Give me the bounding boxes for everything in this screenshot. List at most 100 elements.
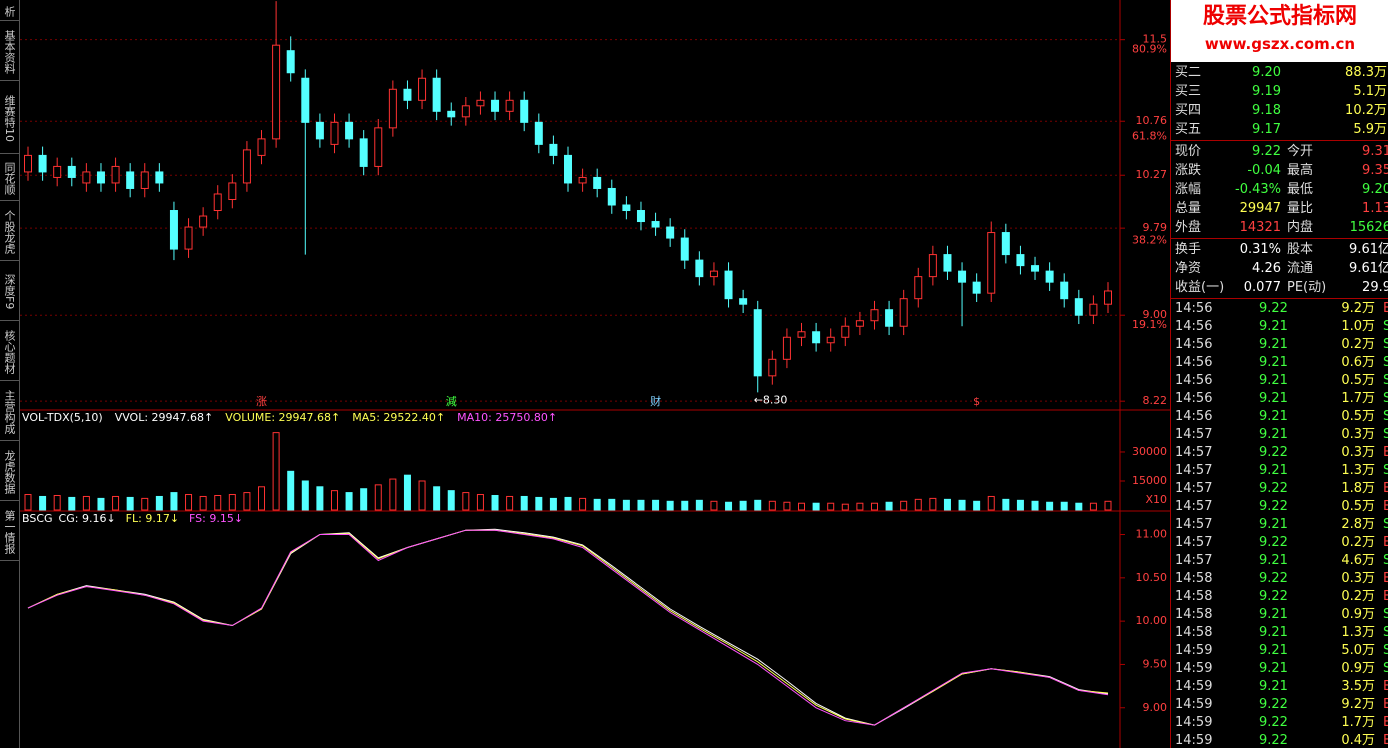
trade-row: 14:58 9.22 0.2万 B [1171, 588, 1388, 606]
sidebar-tab[interactable]: 个股龙虎 [0, 201, 19, 261]
trade-row: 14:57 9.22 0.2万 B [1171, 534, 1388, 552]
trade-volume: 0.5万 [1341, 373, 1375, 388]
volume-bar [185, 494, 193, 511]
stat-value: -0.04 [1247, 163, 1281, 178]
candle-body [636, 210, 645, 223]
candle-body [534, 121, 543, 145]
trade-time: 14:57 [1175, 427, 1213, 442]
trade-side: B [1383, 732, 1388, 748]
y-tick-label: 15000 [1132, 474, 1167, 487]
bid-label: 买三 [1175, 84, 1202, 99]
candle-body [476, 99, 485, 107]
trade-side: S [1383, 462, 1388, 480]
volume-bar [1075, 502, 1083, 511]
sidebar-tab[interactable]: 维赛特10 [0, 81, 19, 154]
candle-body [126, 171, 135, 189]
sidebar-tab[interactable]: 龙虎数据 [0, 441, 19, 501]
stat-value: 9.31 [1362, 144, 1388, 159]
trade-side: S [1383, 426, 1388, 444]
trade-price: 9.21 [1259, 463, 1288, 478]
candle-body [1074, 298, 1083, 316]
candle-body [564, 154, 572, 184]
trade-price: 9.22 [1259, 715, 1288, 730]
trade-volume: 0.5万 [1341, 409, 1375, 424]
y-tick-label: 10.00 [1136, 614, 1168, 627]
trade-side: B [1383, 696, 1388, 714]
trade-time: 14:56 [1175, 337, 1213, 352]
stat-value: 9.20 [1362, 182, 1388, 197]
candle-body [184, 226, 193, 250]
volume-bar [389, 478, 397, 511]
candle-body [812, 331, 821, 344]
trade-row: 14:57 9.22 1.8万 B [1171, 480, 1388, 498]
trade-price: 9.21 [1259, 553, 1288, 568]
sidebar-tab[interactable]: 同花顺 [0, 154, 19, 201]
sidebar-tab[interactable]: 主营构成 [0, 381, 19, 441]
y-tick-label: 8.22 [1143, 394, 1168, 407]
trade-row: 14:59 9.22 0.4万 B [1171, 732, 1388, 748]
candle-body [242, 149, 251, 184]
candle-body [593, 176, 602, 189]
candle-body [549, 143, 558, 156]
trade-side: S [1383, 552, 1388, 570]
trade-time: 14:57 [1175, 553, 1213, 568]
stat-value: 9.22 [1252, 144, 1281, 159]
volume-bar [710, 500, 718, 511]
trade-time: 14:56 [1175, 319, 1213, 334]
stat-label: PE(动) [1287, 280, 1327, 295]
scale-label: X10 [1145, 493, 1167, 506]
sidebar-tab[interactable]: 第一情报 [0, 501, 19, 561]
candle-body [1089, 303, 1098, 316]
trade-volume: 0.2万 [1341, 535, 1375, 550]
chart-area: 11.5 10.76 10.27 9.79 9.00 8.22 80.9% 61.8% 38.2… [20, 0, 1170, 748]
candle-body [782, 336, 791, 360]
trade-volume: 0.3万 [1341, 427, 1375, 442]
candle-body [82, 171, 91, 184]
sidebar-tab[interactable]: 核心题材 [0, 321, 19, 381]
sidebar-tab[interactable]: 析 [0, 0, 19, 21]
trade-volume: 1.8万 [1341, 481, 1375, 496]
trade-time: 14:59 [1175, 715, 1213, 730]
volume-bar [1104, 500, 1112, 511]
stat-label: 最高 [1287, 163, 1314, 178]
trade-row: 14:56 9.21 0.5万 S [1171, 408, 1388, 426]
candle-body [651, 221, 660, 228]
volume-bar [418, 480, 426, 511]
candle-body [374, 127, 383, 167]
stat-value: 9.61亿 [1349, 242, 1388, 257]
level-label: 19.1% [1132, 318, 1167, 331]
trade-time: 14:56 [1175, 373, 1213, 388]
trade-price: 9.22 [1259, 535, 1288, 550]
trade-volume: 1.0万 [1341, 319, 1375, 334]
stat-value: -0.43% [1235, 182, 1281, 197]
trade-time: 14:59 [1175, 643, 1213, 658]
trade-time: 14:57 [1175, 535, 1213, 550]
candle-body [418, 77, 427, 101]
volume-bar [39, 495, 47, 511]
trade-time: 14:56 [1175, 355, 1213, 370]
candle-body [841, 325, 850, 338]
trade-row: 14:56 9.22 9.2万 B [1171, 300, 1388, 318]
volume-bar [82, 495, 90, 511]
volume-bar [462, 492, 470, 511]
volume-bar [666, 500, 674, 511]
indicator-header: MA10: 25750.80↑ [457, 411, 557, 424]
trade-volume: 2.8万 [1341, 517, 1375, 532]
stat-value: 0.31% [1239, 242, 1281, 257]
volume-bar [987, 495, 995, 511]
sidebar-tab[interactable]: 基本资料 [0, 21, 19, 81]
candle-body [520, 99, 529, 123]
candle-body [432, 77, 441, 112]
trade-row: 14:57 9.21 0.3万 S [1171, 426, 1388, 444]
candle-body [169, 210, 178, 250]
trade-row: 14:56 9.21 0.2万 S [1171, 336, 1388, 354]
trade-side: B [1383, 678, 1388, 696]
sidebar-tab[interactable]: 深度F9 [0, 261, 19, 321]
candle-body [140, 171, 149, 189]
stat-row: 总量 29947 量比 1.13 [1171, 199, 1388, 218]
trade-row: 14:59 9.21 5.0万 S [1171, 642, 1388, 660]
volume-bar [695, 499, 703, 511]
stat-label: 净资 [1175, 261, 1202, 276]
event-marker: 财 [650, 394, 661, 408]
y-tick-label: 9.79 [1143, 221, 1168, 234]
